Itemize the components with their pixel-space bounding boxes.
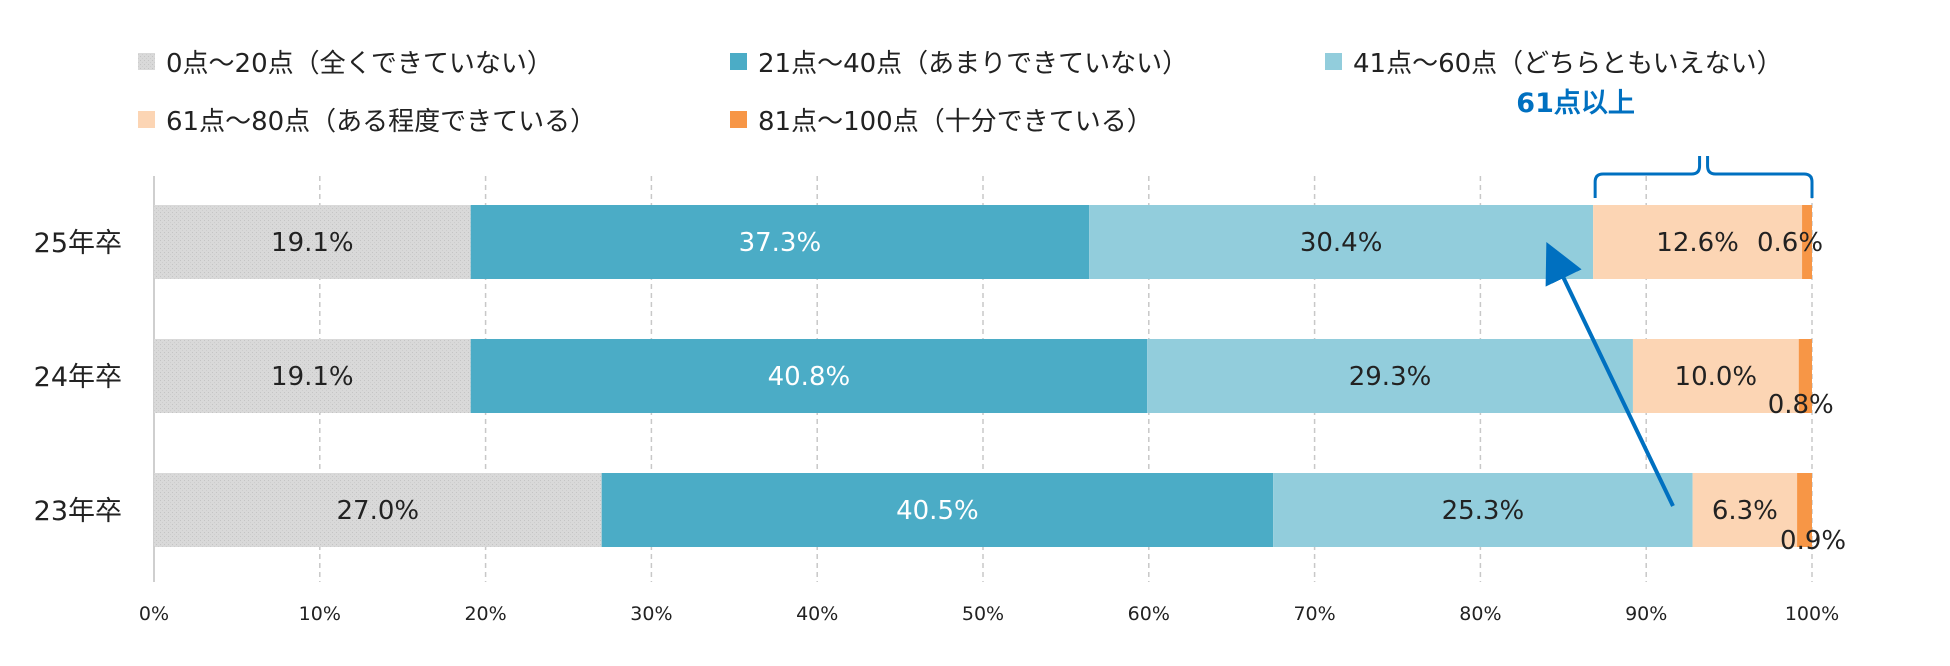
x-tick-9: 90% <box>1625 603 1667 625</box>
category-labels: 25年卒 24年卒 23年卒 <box>34 228 122 527</box>
bar-1-3 <box>1632 339 1799 413</box>
x-tick-4: 40% <box>796 603 838 625</box>
brace <box>1593 156 1814 198</box>
legend-swatch-4 <box>730 111 747 128</box>
bar-2-0 <box>154 473 602 547</box>
x-tick-8: 80% <box>1459 603 1501 625</box>
legend-label-2: 41点～60点（どちらともいえない） <box>1353 49 1783 79</box>
bar-0-4 <box>1802 205 1812 279</box>
legend-label-4: 81点～100点（十分できている） <box>758 107 1153 137</box>
x-tick-7: 70% <box>1293 603 1335 625</box>
annotation-61-plus: 61点以上 <box>1516 88 1814 507</box>
x-tick-0: 0% <box>139 603 169 625</box>
x-tick-1: 10% <box>299 603 341 625</box>
bar-1-2 <box>1147 339 1633 413</box>
x-tick-6: 60% <box>1128 603 1170 625</box>
value-label-0-0: 19.1% <box>271 228 354 258</box>
x-tick-3: 30% <box>630 603 672 625</box>
legend: 0点～20点（全くできていない） 21点～40点（あまりできていない） 41点～60… <box>138 49 1783 137</box>
bar-0-1 <box>470 205 1090 279</box>
bar-1-4 <box>1798 339 1812 413</box>
bar-2-1 <box>601 473 1274 547</box>
value-label-0-4: 0.6% <box>1757 228 1823 258</box>
legend-swatch-0 <box>138 53 155 70</box>
value-label-2-3: 6.3% <box>1712 496 1778 526</box>
legend-swatch-1 <box>730 53 747 70</box>
bar-2-3 <box>1692 473 1798 547</box>
category-label-1: 24年卒 <box>34 362 122 393</box>
bar-2-4 <box>1797 473 1812 547</box>
x-axis-ticks: 0% 10% 20% 30% 40% 50% 60% 70% 80% 90% 100% <box>139 603 1839 625</box>
value-label-1-2: 29.3% <box>1349 362 1432 392</box>
bar-2-2 <box>1273 473 1693 547</box>
x-tick-5: 50% <box>962 603 1004 625</box>
value-label-0-3: 12.6% <box>1656 228 1739 258</box>
category-label-2: 23年卒 <box>34 496 122 527</box>
bar-0-0 <box>154 205 471 279</box>
value-label-2-2: 25.3% <box>1442 496 1525 526</box>
bar-0-2 <box>1089 205 1594 279</box>
legend-label-0: 0点～20点（全くできていない） <box>166 49 553 79</box>
bar-1-0 <box>154 339 471 413</box>
annotation-label: 61点以上 <box>1516 88 1635 119</box>
bar-1-1 <box>470 339 1148 413</box>
value-label-2-1: 40.5% <box>896 496 979 526</box>
bar-0-3 <box>1593 205 1803 279</box>
value-label-0-1: 37.3% <box>739 228 822 258</box>
legend-swatch-3 <box>138 111 155 128</box>
bars: 19.1% 37.3% 30.4% 12.6% 0.6% 19.1% 40.8% 29.3% 1… <box>154 205 1846 556</box>
legend-label-1: 21点～40点（あまりできていない） <box>758 49 1188 79</box>
legend-label-3: 61点～80点（ある程度できている） <box>166 107 596 137</box>
value-label-1-0: 19.1% <box>271 362 354 392</box>
legend-swatch-2 <box>1325 53 1342 70</box>
x-tick-10: 100% <box>1785 603 1839 625</box>
value-label-0-2: 30.4% <box>1300 228 1383 258</box>
category-label-0: 25年卒 <box>34 228 122 259</box>
x-tick-2: 20% <box>464 603 506 625</box>
value-label-1-1: 40.8% <box>768 362 851 392</box>
value-label-2-4: 0.9% <box>1780 526 1846 556</box>
annotation-arrow <box>1545 241 1675 507</box>
value-label-2-0: 27.0% <box>337 496 420 526</box>
value-label-1-4: 0.8% <box>1768 390 1834 420</box>
value-label-1-3: 10.0% <box>1675 362 1758 392</box>
